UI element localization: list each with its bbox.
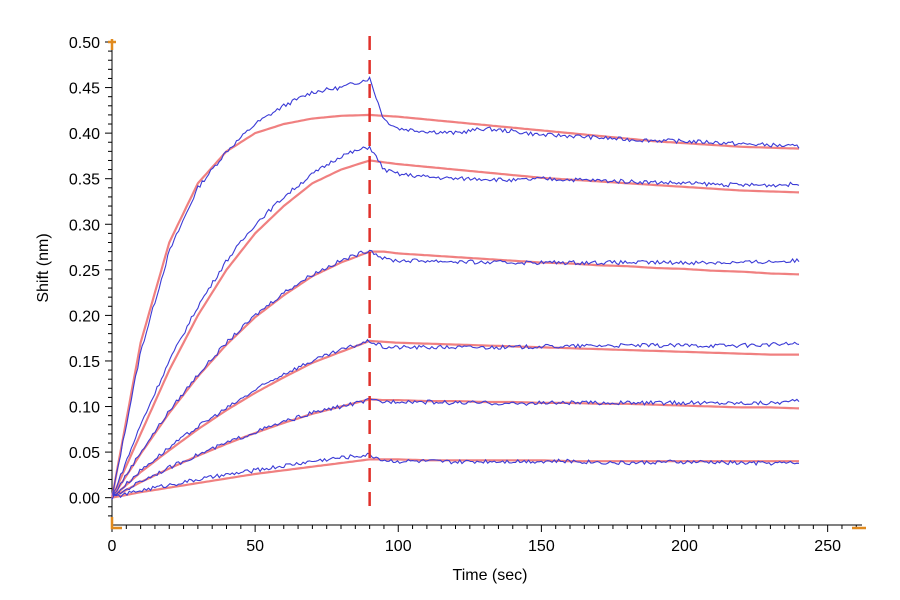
y-tick-label: 0.15 bbox=[69, 354, 100, 371]
series-layer bbox=[110, 75, 800, 500]
fit-curve bbox=[111, 458, 799, 499]
y-tick-label: 0.05 bbox=[69, 445, 100, 462]
fit-curve bbox=[110, 159, 800, 499]
y-tick-label: 0.45 bbox=[69, 81, 100, 98]
y-tick-label: 0.30 bbox=[69, 217, 100, 234]
x-tick-label: 50 bbox=[246, 538, 264, 555]
y-tick-label: 0.35 bbox=[69, 172, 100, 189]
x-tick-label: 150 bbox=[528, 538, 555, 555]
measured-curve bbox=[111, 338, 800, 499]
y-tick-label: 0.25 bbox=[69, 263, 100, 280]
fit-curve bbox=[111, 339, 799, 499]
measured-curve bbox=[111, 249, 800, 499]
y-tick-label: 0.50 bbox=[69, 35, 100, 52]
x-tick-label: 200 bbox=[671, 538, 698, 555]
fit-curve bbox=[110, 113, 800, 498]
y-tick-label: 0.20 bbox=[69, 308, 100, 325]
x-tick-label: 0 bbox=[108, 538, 117, 555]
y-axis-label: Shift (nm) bbox=[35, 233, 52, 302]
axes: 0 50 100 150 200 250 0.00 0.05 0.10 0.15 0.20 0.25 0… bbox=[69, 35, 866, 555]
measured-curve bbox=[111, 452, 800, 500]
y-tick-label: 0.00 bbox=[69, 491, 100, 508]
y-tick-label: 0.40 bbox=[69, 126, 100, 143]
x-tick-label: 100 bbox=[385, 538, 412, 555]
x-tick-label: 250 bbox=[814, 538, 841, 555]
x-axis-label: Time (sec) bbox=[453, 567, 528, 584]
y-tick-label: 0.10 bbox=[69, 400, 100, 417]
measured-curve bbox=[111, 75, 800, 497]
measured-curve bbox=[111, 397, 800, 500]
axis-corner-top-left bbox=[108, 39, 116, 50]
axis-corner-bottom-left bbox=[110, 517, 122, 530]
measured-curve bbox=[111, 145, 800, 498]
